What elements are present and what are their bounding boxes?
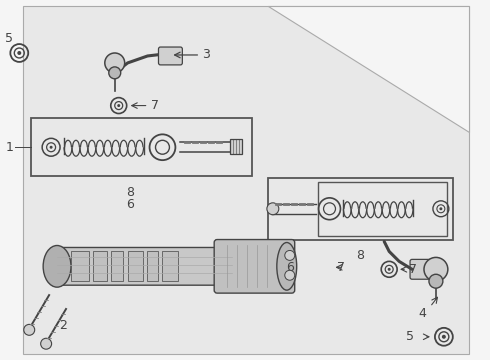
Polygon shape [23,6,469,354]
Circle shape [41,338,51,349]
Text: 2: 2 [59,319,67,332]
Bar [93,251,107,281]
Polygon shape [268,6,469,132]
Text: 4: 4 [418,307,426,320]
Circle shape [440,207,442,210]
Text: 8: 8 [126,186,135,199]
Bar [128,251,143,281]
Bar [71,251,89,281]
FancyBboxPatch shape [214,239,294,293]
Bar [163,251,178,281]
Circle shape [49,146,52,149]
Circle shape [429,274,443,288]
Bar [268,178,453,239]
Circle shape [267,203,279,215]
Text: 5: 5 [5,32,13,45]
Text: 1: 1 [5,141,13,154]
Text: 6: 6 [286,261,294,274]
Ellipse shape [43,246,71,287]
Circle shape [105,53,124,73]
Circle shape [285,251,294,260]
Text: 3: 3 [202,49,210,62]
Circle shape [442,335,446,339]
Text: 7: 7 [150,99,159,112]
Circle shape [109,67,121,79]
Circle shape [424,257,448,281]
Circle shape [24,324,35,335]
FancyBboxPatch shape [158,47,182,65]
Bar [111,251,122,281]
Circle shape [117,104,120,107]
Bar [318,182,447,235]
Text: 8: 8 [356,249,365,262]
FancyBboxPatch shape [410,260,436,279]
Bar [31,118,252,176]
Circle shape [285,270,294,280]
Circle shape [17,51,21,55]
Text: 7: 7 [338,261,345,274]
Bar [230,139,242,154]
FancyBboxPatch shape [51,247,234,285]
Ellipse shape [277,243,297,290]
Bar [147,251,158,281]
Text: 7: 7 [409,263,417,276]
Text: 5: 5 [406,330,414,343]
Text: 6: 6 [126,198,134,211]
Circle shape [388,268,391,271]
